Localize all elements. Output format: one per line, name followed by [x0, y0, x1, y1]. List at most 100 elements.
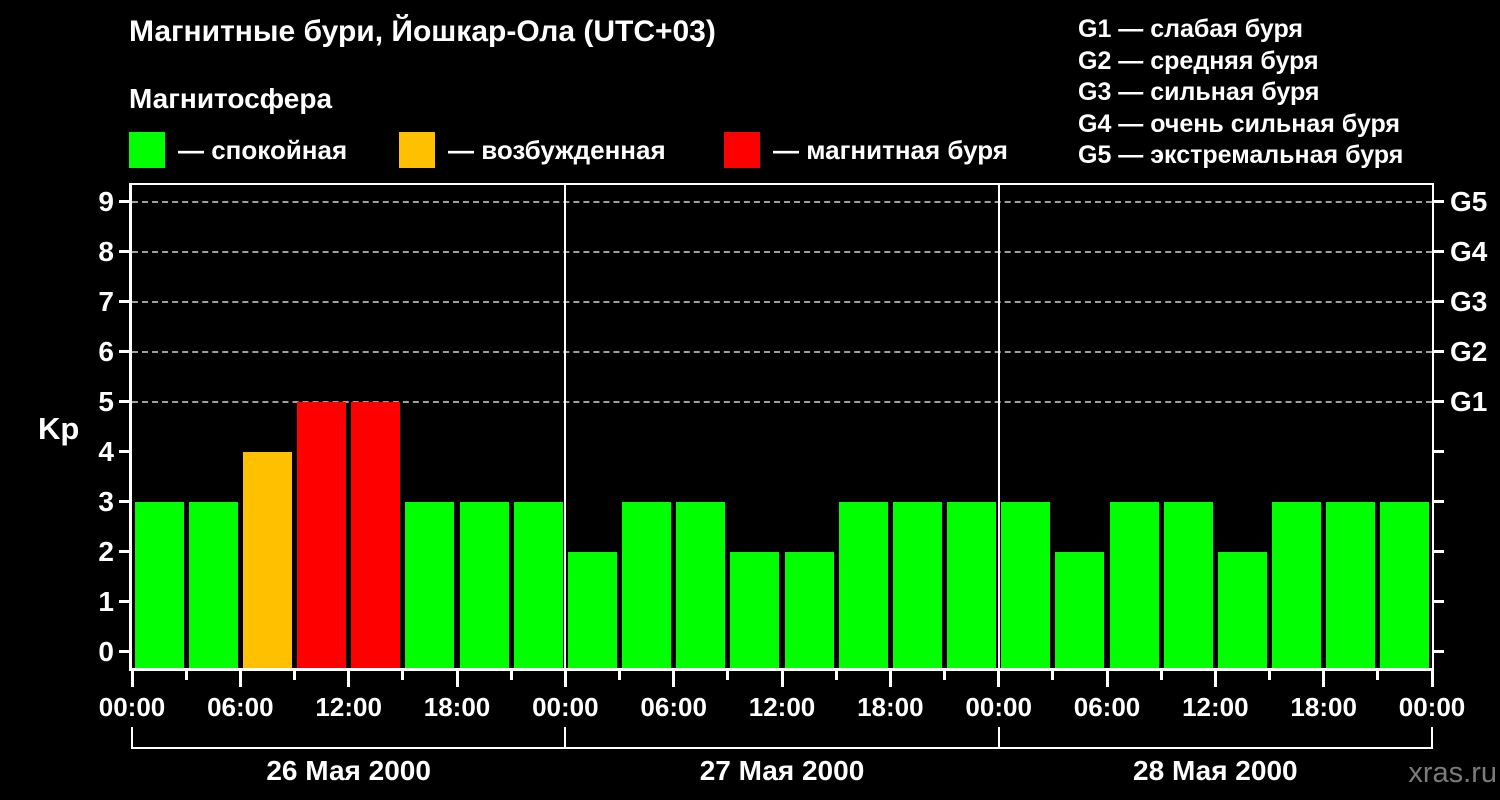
kp-bar [1217, 551, 1267, 668]
watermark: xras.ru [1408, 757, 1497, 789]
right-axis-tick [1434, 600, 1444, 604]
kp-bar [188, 501, 238, 668]
gridline-g-level [132, 350, 1432, 353]
x-axis-minor-tick [1159, 671, 1163, 680]
x-axis-minor-tick [726, 671, 730, 680]
x-axis-major-tick [1213, 671, 1217, 687]
magnetosphere-subtitle: Магнитосфера [129, 83, 333, 114]
x-axis-time-label: 06:00 [1073, 692, 1141, 722]
kp-bar [622, 501, 672, 668]
kp-bar [567, 551, 617, 668]
kp-bar [459, 501, 509, 668]
date-label: 28 Мая 2000 [1133, 755, 1298, 786]
legend-label-excited: — возбужденная [448, 134, 666, 165]
x-axis-time-label: 00:00 [1398, 692, 1466, 722]
kp-bar [892, 501, 942, 668]
page-title: Магнитные бури, Йошкар-Ола (UTC+03) [129, 15, 716, 48]
storm-scale-g5: G5 — экстремальная буря [1078, 141, 1404, 169]
g-level-label: G2 [1450, 335, 1488, 367]
y-axis-tick [119, 500, 129, 504]
excited-color-swatch [399, 132, 435, 168]
x-axis-major-tick [888, 671, 892, 687]
quiet-color-swatch [129, 132, 165, 168]
y-axis-tick [119, 350, 129, 354]
x-axis-major-tick [780, 671, 784, 687]
y-axis-tick [119, 600, 129, 604]
gridline-g-level [132, 400, 1432, 403]
date-label: 26 Мая 2000 [266, 755, 431, 786]
x-axis-time-label: 12:00 [748, 692, 816, 722]
date-bracket-riser [131, 727, 133, 749]
x-axis-major-tick [1105, 671, 1109, 687]
x-axis-time-label: 06:00 [207, 692, 274, 722]
right-axis-tick [1434, 350, 1444, 354]
x-axis-major-tick [997, 671, 1001, 687]
right-axis-tick [1434, 450, 1444, 454]
kp-bar [730, 551, 780, 668]
x-axis-major-tick [563, 671, 567, 687]
x-axis-minor-tick [618, 671, 621, 680]
kp-bar [1001, 501, 1051, 668]
g-level-label: G1 [1450, 385, 1488, 417]
day-separator [997, 185, 1000, 668]
x-axis-time-label: 00:00 [98, 692, 166, 722]
y-axis-tick [119, 200, 129, 204]
legend-label-storm: — магнитная буря [773, 134, 1008, 165]
kp-bar [1109, 501, 1159, 668]
x-axis-time-label: 12:00 [315, 692, 382, 722]
y-axis-tick-label: 8 [98, 235, 114, 267]
right-axis-tick [1434, 200, 1444, 204]
x-axis-major-tick [347, 671, 351, 687]
x-axis-major-tick [130, 671, 134, 687]
legend-item-excited: — возбужденная [399, 132, 666, 168]
x-axis-minor-tick [943, 671, 946, 680]
x-axis-major-tick [455, 671, 459, 687]
y-axis-tick [119, 300, 129, 304]
x-axis-minor-tick [184, 671, 188, 680]
y-axis-tick-label: 3 [98, 485, 114, 517]
kp-bar [297, 401, 347, 668]
x-axis-major-tick [1430, 671, 1434, 687]
right-axis-tick [1434, 300, 1444, 304]
x-axis-minor-tick [293, 671, 296, 680]
kp-bar [1380, 501, 1430, 668]
right-axis-tick [1434, 500, 1444, 504]
gridline-g-level [132, 300, 1432, 303]
y-axis-tick-label: 7 [98, 285, 114, 317]
kp-bar [676, 501, 726, 668]
kp-bar [1163, 501, 1213, 668]
x-axis-time-label: 12:00 [1182, 692, 1249, 722]
y-axis-tick [119, 550, 129, 554]
x-axis-minor-tick [834, 671, 838, 680]
y-axis-tick-label: 2 [98, 535, 114, 567]
date-bracket [131, 747, 1433, 749]
kp-bar [513, 501, 563, 668]
plot-area [129, 183, 1434, 671]
storm-scale-g4: G4 — очень сильная буря [1078, 109, 1400, 138]
right-axis-tick [1434, 650, 1444, 654]
kp-bar [405, 501, 455, 668]
g-level-label: G3 [1450, 285, 1488, 317]
x-axis-time-label: 18:00 [1290, 692, 1357, 722]
date-bracket-riser [564, 727, 567, 749]
storm-color-swatch [724, 132, 760, 168]
y-axis-tick-label: 9 [98, 185, 114, 217]
y-axis-tick [119, 250, 129, 254]
x-axis-minor-tick [1376, 671, 1380, 680]
y-axis-tick-label: 5 [98, 385, 114, 417]
day-separator [564, 185, 567, 668]
y-axis-tick-label: 1 [98, 585, 114, 617]
right-axis-tick [1434, 400, 1444, 404]
kp-bar [947, 501, 997, 668]
storm-scale-g1: G1 — слабая буря [1078, 15, 1304, 43]
y-axis-tick [119, 650, 129, 654]
y-axis-tick [119, 450, 129, 454]
storm-scale-g2: G2 — средняя буря [1078, 46, 1319, 75]
right-axis-tick [1434, 250, 1444, 254]
x-axis-time-label: 00:00 [532, 692, 599, 722]
gridline-g-level [132, 250, 1432, 253]
kp-bar [838, 501, 888, 668]
x-axis-time-label: 18:00 [857, 692, 924, 722]
x-axis-minor-tick [401, 671, 405, 680]
